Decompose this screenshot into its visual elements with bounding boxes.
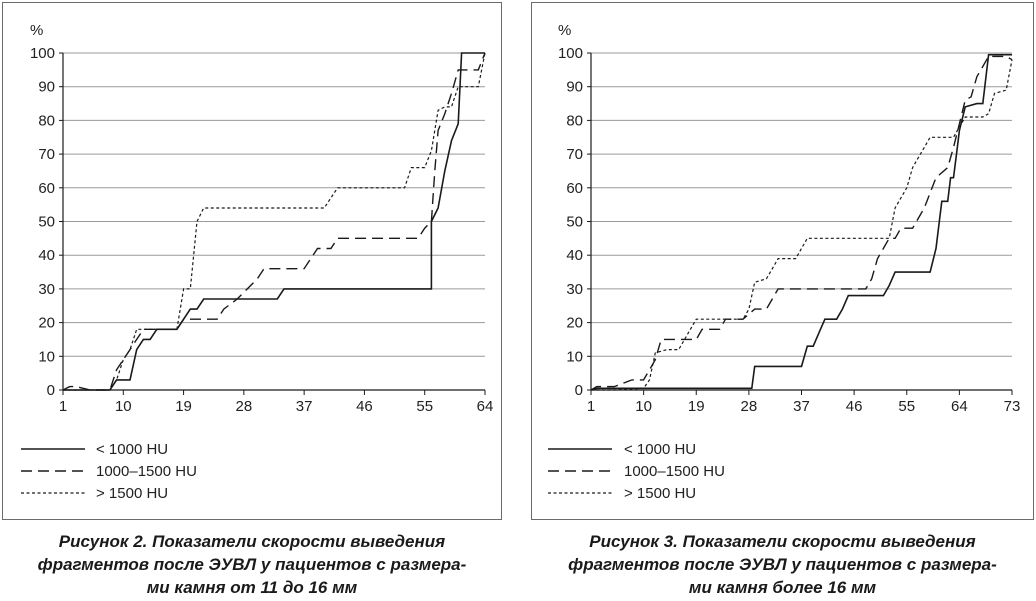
x-tick-label-1: 1 — [587, 398, 595, 415]
figure-caption-1: Рисунок 2. Показатели скорости выведения… — [2, 530, 502, 599]
caption-1-line-2: фрагментов после ЭУВЛ у пациентов с разм… — [37, 555, 467, 574]
legend-label-1: < 1000 HU — [624, 441, 696, 458]
y-tick-label-30: 30 — [38, 281, 55, 298]
legend-label-3: > 1500 HU — [96, 485, 168, 502]
x-tick-label-10: 10 — [115, 398, 132, 415]
figure-caption-2: Рисунок 3. Показатели скорости выведения… — [531, 530, 1034, 599]
y-tick-label-0: 0 — [575, 382, 583, 399]
y-tick-label-90: 90 — [38, 79, 55, 96]
x-tick-label-46: 46 — [356, 398, 373, 415]
y-tick-label-60: 60 — [38, 180, 55, 197]
caption-1-line-1: Рисунок 2. Показатели скорости выведения — [58, 532, 446, 551]
y-tick-label-10: 10 — [38, 348, 55, 365]
y-axis-label: % — [558, 22, 571, 39]
x-tick-label-73: 73 — [1004, 398, 1021, 415]
y-tick-label-20: 20 — [566, 315, 583, 332]
x-tick-label-28: 28 — [741, 398, 758, 415]
y-tick-label-0: 0 — [47, 382, 55, 399]
x-tick-label-28: 28 — [236, 398, 253, 415]
series-line-3 — [63, 52, 486, 391]
caption-2-line-2: фрагментов после ЭУВЛ у пациентов с разм… — [568, 555, 997, 574]
x-tick-label-37: 37 — [296, 398, 313, 415]
y-tick-label-90: 90 — [566, 79, 583, 96]
x-tick-label-55: 55 — [416, 398, 433, 415]
caption-2-line-1: Рисунок 3. Показатели скорости выведения — [589, 532, 976, 551]
y-tick-label-30: 30 — [566, 281, 583, 298]
x-tick-label-19: 19 — [688, 398, 705, 415]
y-tick-label-60: 60 — [566, 180, 583, 197]
x-tick-label-64: 64 — [951, 398, 968, 415]
x-tick-label-37: 37 — [793, 398, 810, 415]
legend-label-2: 1000–1500 HU — [96, 463, 197, 480]
y-tick-label-50: 50 — [38, 214, 55, 231]
x-tick-label-46: 46 — [846, 398, 863, 415]
x-tick-label-10: 10 — [635, 398, 652, 415]
y-tick-label-100: 100 — [30, 45, 55, 62]
series-line-1 — [63, 52, 485, 391]
y-tick-label-10: 10 — [566, 348, 583, 365]
y-tick-label-80: 80 — [38, 112, 55, 129]
y-axis-label: % — [30, 22, 43, 39]
y-tick-label-40: 40 — [566, 247, 583, 264]
legend-label-1: < 1000 HU — [96, 441, 168, 458]
x-tick-label-64: 64 — [477, 398, 494, 415]
series-line-3 — [591, 59, 1013, 391]
y-tick-label-100: 100 — [558, 45, 583, 62]
chart-panel-1: % 0 10 20 30 40 50 60 70 80 90 100 1 10 19 28 37 46 55 64 < … — [2, 2, 502, 520]
legend-label-2: 1000–1500 HU — [624, 463, 725, 480]
y-tick-label-70: 70 — [566, 146, 583, 163]
y-tick-label-50: 50 — [566, 214, 583, 231]
y-tick-label-80: 80 — [566, 112, 583, 129]
series-line-1 — [590, 53, 1012, 391]
series-line-2 — [62, 52, 486, 391]
legend-label-3: > 1500 HU — [624, 485, 696, 502]
y-tick-label-20: 20 — [38, 315, 55, 332]
x-tick-label-19: 19 — [175, 398, 192, 415]
x-tick-label-1: 1 — [59, 398, 67, 415]
y-tick-label-40: 40 — [38, 247, 55, 264]
caption-2-line-3: ми камня более 16 мм — [688, 578, 877, 597]
caption-1-line-3: ми камня от 11 до 16 мм — [146, 578, 358, 597]
series-line-2 — [590, 55, 1013, 391]
y-tick-label-70: 70 — [38, 146, 55, 163]
x-tick-label-55: 55 — [898, 398, 915, 415]
chart-panel-2: % 0 10 20 30 40 50 60 70 80 90 100 1 10 19 28 37 46 55 64 73… — [531, 2, 1034, 520]
